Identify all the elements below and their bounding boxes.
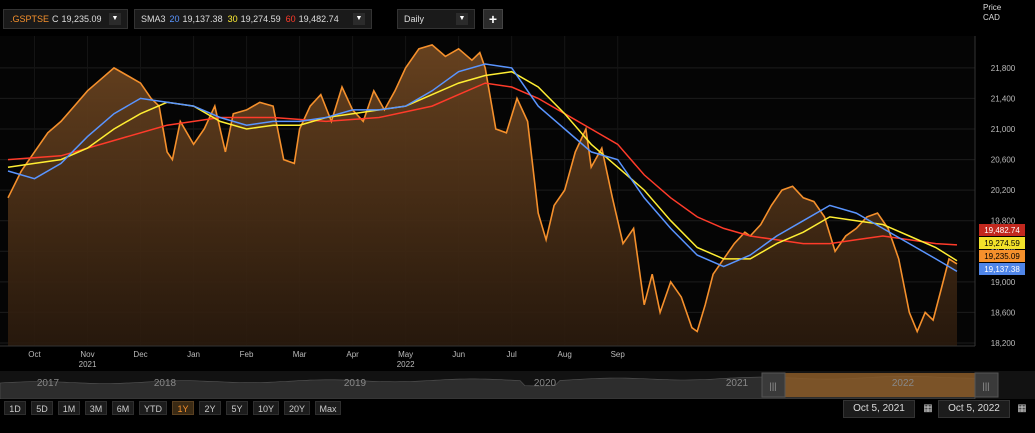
last-value-label: 19,274.59 <box>984 239 1020 248</box>
date-to-input[interactable]: Oct 5, 2022 <box>938 400 1010 418</box>
chevron-down-icon[interactable]: ▼ <box>456 13 468 25</box>
x-tick-label: Feb <box>240 350 254 359</box>
x-tick-label: Jul <box>507 350 517 359</box>
close-prefix: C <box>52 14 59 24</box>
y-tick-label: 21,800 <box>991 64 1016 73</box>
x-tick-label: May <box>398 350 413 359</box>
range-button-1d[interactable]: 1D <box>4 401 26 415</box>
y-tick-label: 20,600 <box>991 156 1016 165</box>
x-tick-label: Oct <box>28 350 41 359</box>
navigator-year-label: 2019 <box>344 378 367 389</box>
left-handle-grip: ||| <box>769 381 776 391</box>
last-value-tag <box>979 263 1025 275</box>
range-button-20y[interactable]: 20Y <box>284 401 310 415</box>
last-value-tag <box>979 237 1025 249</box>
y-tick-label: 20,200 <box>991 186 1016 195</box>
y-tick-label: 19,000 <box>991 278 1016 287</box>
price-line <box>7 44 958 334</box>
navigator-selection[interactable] <box>785 373 975 397</box>
x-tick-label: Nov <box>80 350 94 359</box>
y-tick-label: 21,000 <box>991 125 1016 134</box>
x-tick-year: 2022 <box>397 360 415 369</box>
y-tick-label: 21,400 <box>991 94 1016 103</box>
interval-select[interactable]: Daily ▼ <box>397 9 475 29</box>
x-tick-label: Sep <box>611 350 626 359</box>
x-tick-label: Jun <box>452 350 465 359</box>
last-value-label: 19,482.74 <box>984 226 1020 235</box>
navigator-year-label: 2022 <box>892 378 915 389</box>
last-value-tags: 19,482.74 19,274.59 19,235.09 19,137.38 <box>979 224 1025 275</box>
chevron-down-icon[interactable]: ▼ <box>353 13 365 25</box>
sma60-value: 19,482.74 <box>298 14 339 24</box>
sma30-value: 19,274.59 <box>240 14 281 24</box>
navigator[interactable]: 2017 2018 2019 2020 2021 2022 ||| ||| <box>0 371 1035 400</box>
x-tick-label: Dec <box>133 350 147 359</box>
range-button-1y[interactable]: 1Y <box>172 401 194 415</box>
range-button-max[interactable]: Max <box>315 401 341 415</box>
interval-value: Daily <box>404 14 425 24</box>
chart-toolbar: .GSPTSE C 19,235.09 ▼ SMA3 20 19,137.38 … <box>0 0 1035 36</box>
range-button-10y[interactable]: 10Y <box>253 401 279 415</box>
calendar-icon[interactable]: ▦ <box>1017 403 1027 414</box>
add-indicator-button[interactable]: + <box>483 9 503 29</box>
calendar-icon[interactable]: ▦ <box>923 403 933 414</box>
right-handle-grip: ||| <box>982 381 989 391</box>
y-tick-label: 18,600 <box>991 308 1016 317</box>
instrument-selector[interactable]: .GSPTSE C 19,235.09 ▼ <box>3 9 128 29</box>
range-button-5d[interactable]: 5D <box>31 401 53 415</box>
navigator-year-label: 2018 <box>154 378 177 389</box>
range-button-3m[interactable]: 3M <box>85 401 107 415</box>
close-value: 19,235.09 <box>61 14 102 24</box>
sma60-period: 60 <box>285 14 296 24</box>
navigator-svg: 2017 2018 2019 2020 2021 2022 ||| ||| <box>0 371 1035 400</box>
price-chart[interactable]: 18,20018,60019,00019,40019,80020,20020,6… <box>0 0 1035 371</box>
y-tick-label: 18,200 <box>991 339 1016 348</box>
x-tick-label: Apr <box>346 350 359 359</box>
last-value-label: 19,235.09 <box>984 252 1020 261</box>
indicator-name: SMA3 <box>141 14 166 24</box>
range-bar: 1D 5D 1M 3M 6M YTD 1Y 2Y 5Y 10Y 20Y Max Oct 5, 2021… <box>0 399 1035 433</box>
price-axis-title: Price <box>983 3 1002 12</box>
price-axis: 18,20018,60019,00019,40019,80020,20020,6… <box>974 36 1016 348</box>
price-axis-currency: CAD <box>983 13 1000 22</box>
range-button-1m[interactable]: 1M <box>58 401 80 415</box>
x-tick-year: 2021 <box>79 360 97 369</box>
range-button-2y[interactable]: 2Y <box>199 401 221 415</box>
navigator-year-label: 2020 <box>534 378 557 389</box>
date-from-input[interactable]: Oct 5, 2021 <box>843 400 915 418</box>
sma20-value: 19,137.38 <box>182 14 223 24</box>
last-value-tag <box>979 224 1025 236</box>
x-tick-label: Mar <box>293 350 307 359</box>
sma30-period: 30 <box>227 14 238 24</box>
range-button-6m[interactable]: 6M <box>112 401 134 415</box>
price-area <box>8 44 957 347</box>
chevron-down-icon[interactable]: ▼ <box>109 13 121 25</box>
range-button-5y[interactable]: 5Y <box>226 401 248 415</box>
sma20-line <box>7 63 958 273</box>
indicator-selector[interactable]: SMA3 20 19,137.38 30 19,274.59 60 19,482… <box>134 9 372 29</box>
last-value-tag <box>979 250 1025 262</box>
y-tick-label: 19,800 <box>991 217 1016 226</box>
range-button-ytd[interactable]: YTD <box>139 401 167 415</box>
sma20-period: 20 <box>169 14 180 24</box>
navigator-right-handle[interactable] <box>974 372 999 398</box>
x-tick-label: Jan <box>187 350 200 359</box>
instrument-name: .GSPTSE <box>10 14 50 24</box>
last-value-label: 19,137.38 <box>984 265 1020 274</box>
navigator-left-handle[interactable] <box>761 372 786 398</box>
sma60-line <box>7 82 958 246</box>
navigator-year-label: 2021 <box>726 378 749 389</box>
x-tick-label: Aug <box>558 350 572 359</box>
navigator-year-label: 2017 <box>37 378 60 389</box>
price-axis-header: Price CAD <box>983 3 1001 23</box>
